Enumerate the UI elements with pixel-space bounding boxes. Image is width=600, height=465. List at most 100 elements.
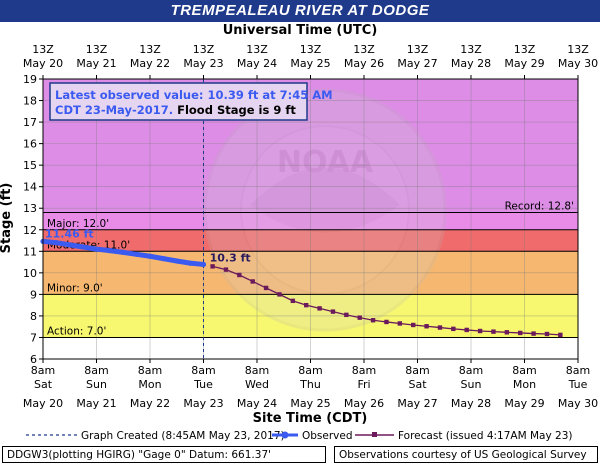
bottom-tick-date: May 22 — [130, 397, 170, 410]
y-tick-label: 11 — [23, 245, 37, 258]
top-tick-date: May 21 — [76, 57, 116, 70]
callout-date: CDT 23-May-2017. — [55, 103, 173, 117]
forecast-point — [370, 318, 376, 323]
bottom-tick-time: 8am — [191, 364, 215, 377]
top-tick-date: May 30 — [558, 57, 598, 70]
top-tick-date: May 26 — [344, 57, 384, 70]
legend-forecast: Forecast (issued 4:17AM May 23) — [398, 430, 573, 442]
bottom-tick-date: May 21 — [76, 397, 116, 410]
y-tick-label: 17 — [23, 116, 37, 129]
forecast-point — [277, 292, 282, 297]
observed-point — [187, 260, 193, 266]
legend-graph-created: Graph Created (8:45AM May 23, 2017) — [81, 430, 285, 442]
top-tick-date: May 24 — [237, 57, 277, 70]
observed-point — [53, 240, 59, 246]
y-tick-label: 15 — [23, 159, 37, 172]
top-tick-date: May 23 — [183, 57, 223, 70]
bottom-tick-date: May 28 — [451, 397, 491, 410]
forecast-point — [531, 331, 536, 336]
bottom-tick-date: May 29 — [504, 397, 544, 410]
forecast-point — [558, 332, 563, 338]
forecast-point — [290, 298, 296, 304]
y-axis-label: Stage (ft) — [0, 183, 14, 254]
legend: Graph Created (8:45AM May 23, 2017) Obse… — [26, 430, 573, 442]
y-tick-label: 16 — [23, 138, 37, 151]
forecast-point — [210, 264, 215, 269]
observed-point — [67, 242, 73, 248]
bottom-tick-time: 8am — [405, 364, 429, 377]
y-tick-label: 10 — [23, 267, 37, 280]
forecast-point — [491, 329, 496, 334]
bottom-tick-date: May 23 — [183, 397, 223, 410]
observed-point — [174, 258, 180, 264]
forecast-point — [424, 324, 429, 329]
bottom-tick-weekday: Sat — [34, 378, 53, 391]
bottom-tick-weekday: Thu — [299, 378, 321, 391]
y-tick-label: 19 — [23, 73, 37, 86]
forecast-point — [544, 331, 550, 337]
bottom-tick-date: May 30 — [558, 397, 598, 410]
forecast-point — [344, 312, 349, 318]
observed-point — [80, 244, 86, 250]
chart-svg: Universal Time (UTC) NOAA Record: 12.8' M… — [0, 23, 598, 442]
y-tick-label: 6 — [30, 353, 37, 366]
footer-datum: DDGW3(plotting HGIRG) "Gage 0" Datum: 66… — [2, 446, 326, 463]
bottom-tick-date: May 25 — [290, 397, 330, 410]
top-tick-time: 13Z — [246, 43, 268, 56]
top-tick-time: 13Z — [353, 43, 375, 56]
top-tick-date: May 20 — [23, 57, 63, 70]
top-tick-time: 13Z — [32, 43, 54, 56]
bottom-tick-weekday: Mon — [138, 378, 161, 391]
forecast-point — [518, 330, 523, 336]
bottom-tick-weekday: Fri — [357, 378, 370, 391]
top-tick-time: 13Z — [460, 43, 482, 56]
forecast-point — [437, 325, 443, 330]
top-tick-date: May 25 — [290, 57, 330, 70]
forecast-point — [250, 279, 255, 284]
y-tick-label: 9 — [30, 288, 37, 301]
bottom-tick-time: 8am — [31, 364, 55, 377]
y-tick-label: 12 — [23, 224, 37, 237]
bottom-tick-weekday: Wed — [245, 378, 269, 391]
forecast-point — [263, 285, 269, 291]
forecast-point — [451, 326, 456, 332]
top-tick-time: 13Z — [86, 43, 108, 56]
forecast-point — [330, 309, 336, 314]
top-tick-date: May 28 — [451, 57, 491, 70]
bottom-tick-date: May 27 — [397, 397, 437, 410]
bottom-tick-time: 8am — [298, 364, 322, 377]
bottom-tick-weekday: Mon — [513, 378, 536, 391]
forecast-point — [477, 328, 483, 334]
svg-text:NOAA: NOAA — [277, 145, 374, 180]
forecast-point — [411, 322, 416, 328]
forecast-point — [317, 306, 322, 311]
bottom-tick-time: 8am — [512, 364, 536, 377]
callout-box: Latest observed value: 10.39 ft at 7:45 … — [49, 82, 333, 121]
first-observed-label: 11.46 ft — [45, 227, 94, 240]
bottom-tick-time: 8am — [352, 364, 376, 377]
observed-point — [160, 256, 166, 262]
callout-line1: Latest observed value: 10.39 ft at 7:45 … — [55, 88, 333, 102]
legend-observed: Observed — [302, 430, 353, 442]
forecast-point — [397, 321, 403, 326]
bottom-tick-weekday: Tue — [568, 378, 588, 391]
forecast-peak-label: 10.3 ft — [210, 251, 251, 264]
callout-flood-stage: Flood Stage is 9 ft — [173, 103, 296, 117]
stage-label: Action: 7.0' — [47, 325, 106, 337]
forecast-point — [223, 267, 229, 272]
stage-label-record: Record: 12.8' — [505, 201, 574, 213]
y-tick-label: 7 — [30, 331, 37, 344]
stage-label: Major: 12.0' — [47, 218, 109, 230]
bottom-tick-date: May 20 — [23, 397, 63, 410]
y-tick-label: 14 — [23, 181, 37, 194]
observed-point — [200, 261, 207, 268]
top-tick-time: 13Z — [567, 43, 589, 56]
bottom-tick-time: 8am — [245, 364, 269, 377]
bottom-tick-time: 8am — [84, 364, 108, 377]
top-tick-time: 13Z — [514, 43, 536, 56]
top-tick-time: 13Z — [193, 43, 215, 56]
top-axis-title: Universal Time (UTC) — [223, 23, 378, 38]
y-tick-label: 8 — [30, 310, 37, 323]
bottom-tick-time: 8am — [138, 364, 162, 377]
noaa-watermark: NOAA — [203, 88, 447, 332]
